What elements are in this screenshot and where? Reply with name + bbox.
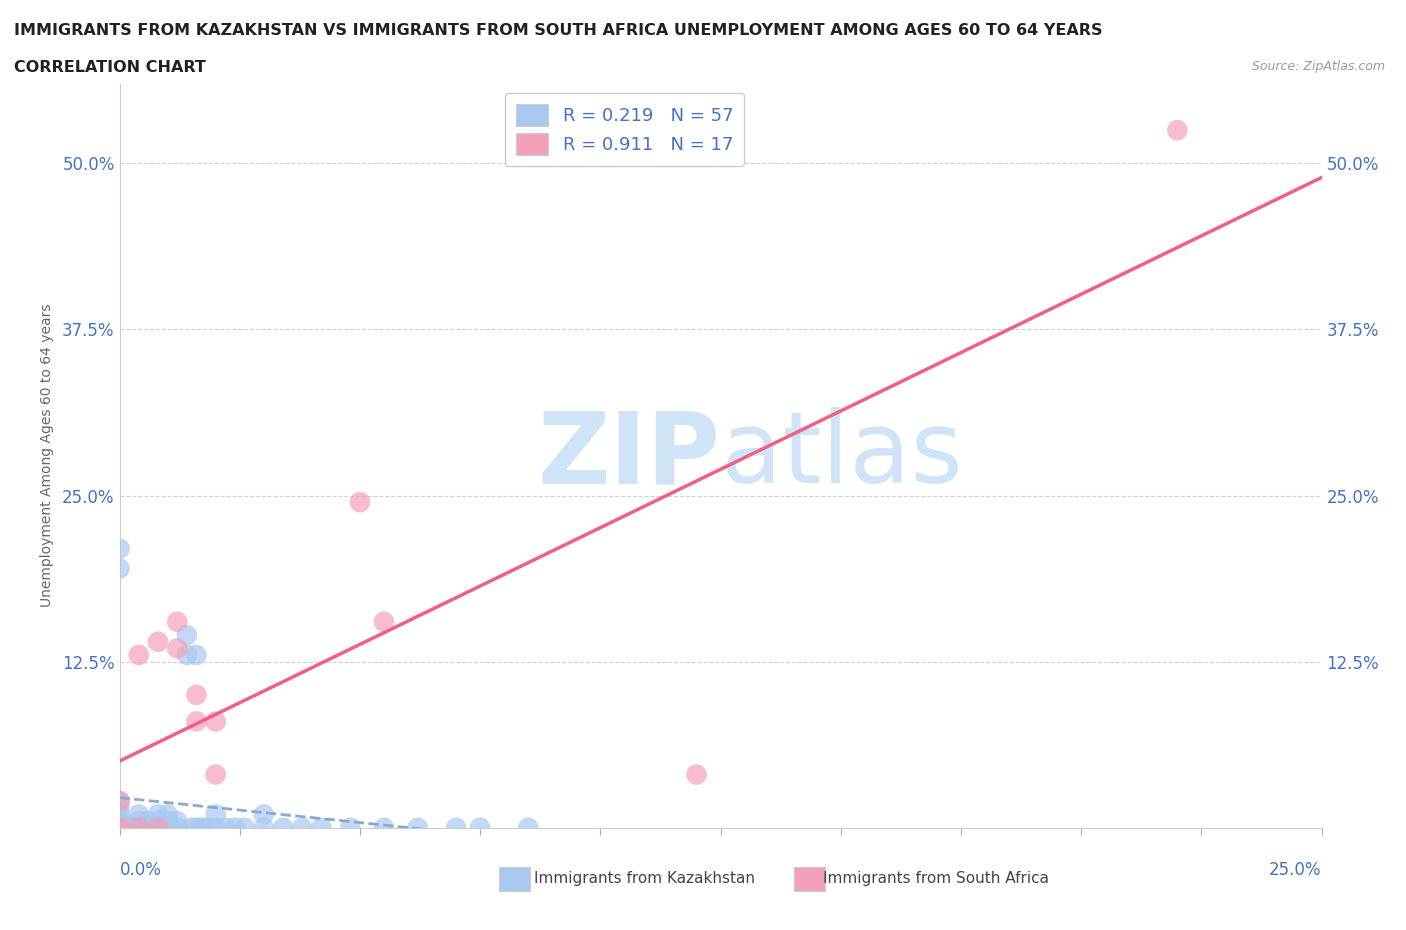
Point — [108, 801, 131, 816]
Point — [132, 820, 155, 835]
Point — [146, 634, 169, 649]
Point — [108, 814, 131, 829]
Point — [186, 714, 208, 729]
Point — [108, 820, 131, 835]
Text: Immigrants from Kazakhstan: Immigrants from Kazakhstan — [534, 871, 755, 886]
Legend: R = 0.219   N = 57, R = 0.911   N = 17: R = 0.219 N = 57, R = 0.911 N = 17 — [505, 93, 744, 166]
Point — [108, 820, 131, 835]
Point — [176, 628, 198, 643]
Point — [108, 807, 131, 822]
Point — [444, 820, 467, 835]
Point — [118, 820, 141, 835]
Point — [349, 495, 371, 510]
Point — [468, 820, 492, 835]
Point — [162, 820, 184, 835]
Point — [195, 820, 218, 835]
Point — [108, 820, 131, 835]
Point — [108, 820, 131, 835]
Point — [233, 820, 256, 835]
Point — [156, 814, 179, 829]
Text: IMMIGRANTS FROM KAZAKHSTAN VS IMMIGRANTS FROM SOUTH AFRICA UNEMPLOYMENT AMONG AG: IMMIGRANTS FROM KAZAKHSTAN VS IMMIGRANTS… — [14, 23, 1102, 38]
Text: 25.0%: 25.0% — [1270, 861, 1322, 879]
Point — [138, 820, 160, 835]
Point — [142, 820, 165, 835]
Point — [138, 814, 160, 829]
Point — [373, 820, 395, 835]
Point — [186, 820, 208, 835]
Point — [204, 820, 226, 835]
Point — [112, 820, 135, 835]
Point — [253, 807, 276, 822]
Point — [190, 820, 212, 835]
Point — [108, 541, 131, 556]
Point — [108, 793, 131, 808]
Point — [311, 820, 333, 835]
Point — [108, 820, 131, 835]
Point — [156, 807, 179, 822]
Point — [685, 767, 707, 782]
Point — [128, 814, 150, 829]
Point — [180, 820, 202, 835]
Point — [108, 820, 131, 835]
Text: Source: ZipAtlas.com: Source: ZipAtlas.com — [1251, 60, 1385, 73]
Point — [156, 820, 179, 835]
Point — [204, 714, 226, 729]
Text: ZIP: ZIP — [537, 407, 720, 504]
Point — [146, 820, 169, 835]
Point — [122, 820, 145, 835]
Point — [128, 820, 150, 835]
Point — [406, 820, 429, 835]
Point — [152, 820, 174, 835]
Point — [186, 687, 208, 702]
Point — [373, 615, 395, 630]
Point — [108, 793, 131, 808]
Point — [108, 820, 131, 835]
Point — [108, 561, 131, 576]
Point — [204, 807, 226, 822]
Point — [253, 820, 276, 835]
Point — [204, 767, 226, 782]
Point — [517, 820, 540, 835]
Point — [128, 820, 150, 835]
Point — [156, 820, 179, 835]
Point — [128, 807, 150, 822]
Text: 0.0%: 0.0% — [120, 861, 162, 879]
Point — [214, 820, 236, 835]
Text: atlas: atlas — [720, 407, 962, 504]
Y-axis label: Unemployment Among Ages 60 to 64 years: Unemployment Among Ages 60 to 64 years — [39, 304, 53, 607]
Point — [271, 820, 294, 835]
Point — [166, 615, 188, 630]
Point — [166, 814, 188, 829]
Point — [186, 647, 208, 662]
Point — [291, 820, 314, 835]
Point — [128, 820, 150, 835]
Point — [224, 820, 246, 835]
Point — [166, 820, 188, 835]
Point — [176, 647, 198, 662]
Point — [128, 647, 150, 662]
Point — [1166, 123, 1188, 138]
Text: CORRELATION CHART: CORRELATION CHART — [14, 60, 205, 75]
Point — [339, 820, 361, 835]
Point — [108, 820, 131, 835]
Point — [166, 641, 188, 656]
Point — [146, 820, 169, 835]
Point — [146, 807, 169, 822]
Point — [146, 814, 169, 829]
Text: Immigrants from South Africa: Immigrants from South Africa — [823, 871, 1049, 886]
